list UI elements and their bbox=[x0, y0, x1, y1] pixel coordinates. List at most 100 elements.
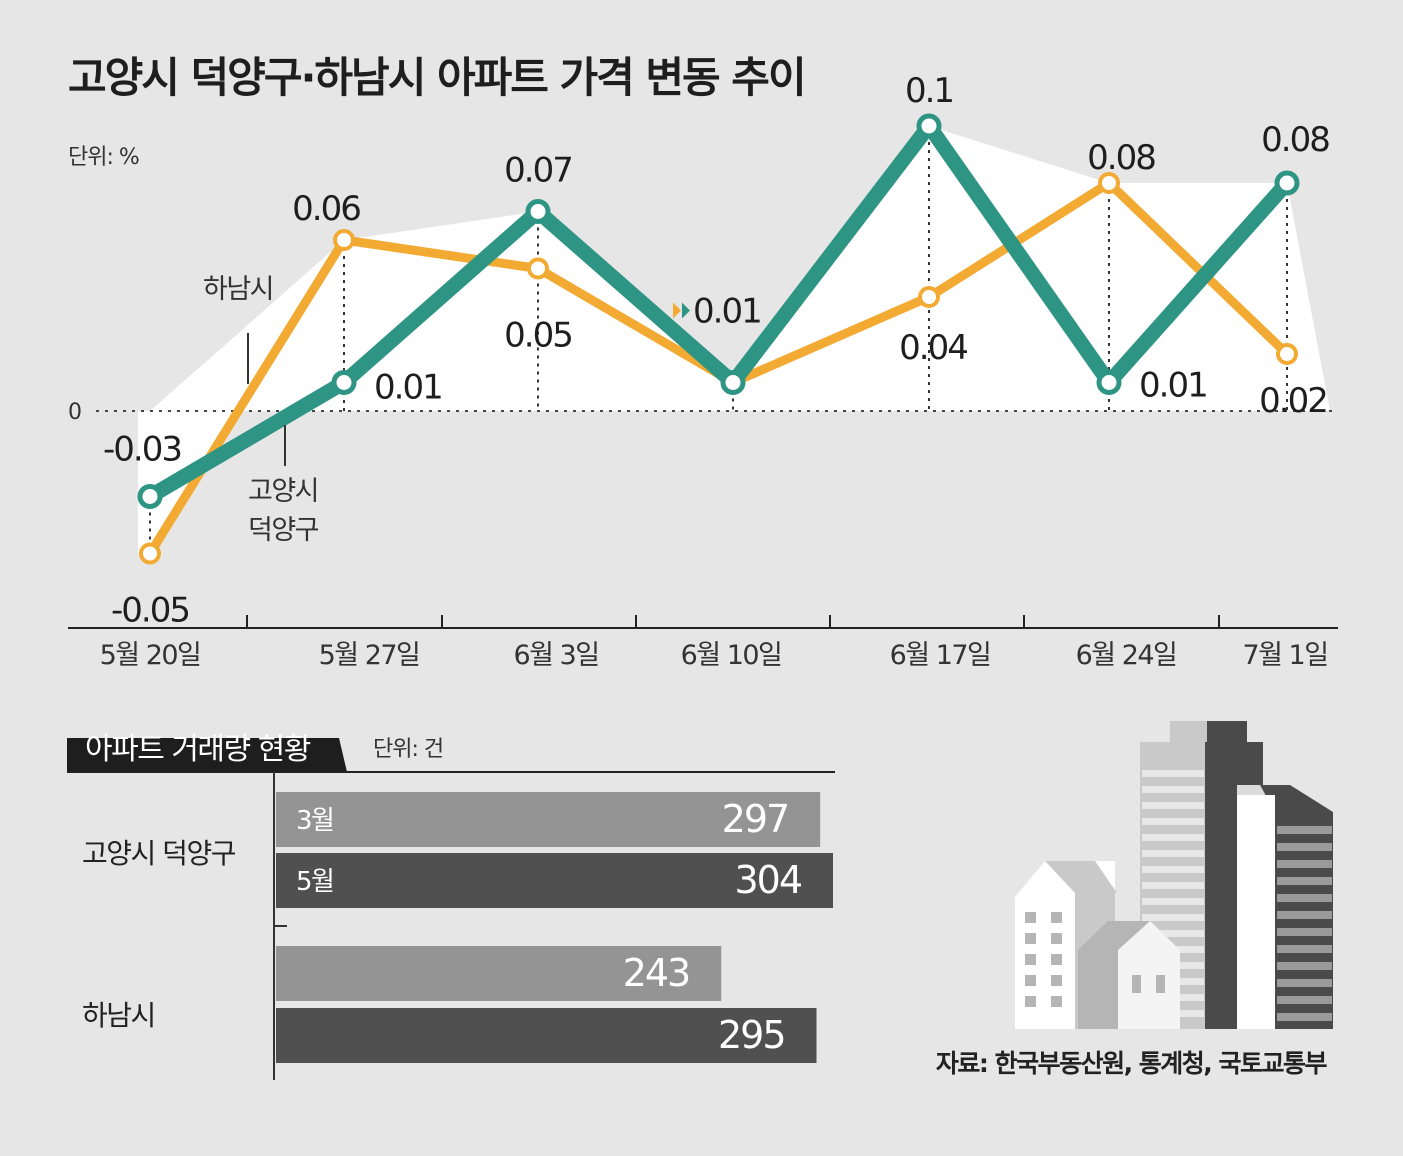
bar-value-label: 297 bbox=[722, 797, 789, 841]
right-building-stripes bbox=[1277, 826, 1332, 1021]
hanam-value-label: 0.04 bbox=[899, 328, 967, 368]
goyang-point bbox=[1274, 170, 1300, 196]
right-building-stripe bbox=[1277, 843, 1332, 851]
x-labels: 5월 20일 5월 27일 6월 3일 6월 10일 6월 17일 6월 24일 7월 1일 bbox=[100, 640, 1329, 671]
tower-stripe bbox=[1142, 930, 1204, 937]
source-note: 자료: 한국부동산원, 통계청, 국토교통부 bbox=[936, 1049, 1328, 1078]
goyang-value-label: 0.01 bbox=[374, 368, 442, 408]
tower-stripe bbox=[1142, 898, 1204, 905]
tower-top-dark bbox=[1207, 721, 1247, 743]
bars: 297 3월 304 5월 243 295 bbox=[276, 792, 833, 1063]
goyang-points bbox=[137, 113, 1300, 509]
hanam-value-label: 0.06 bbox=[292, 189, 360, 229]
tower-top-light bbox=[1170, 721, 1207, 743]
bar-group-label-goyang: 고양시 덕양구 bbox=[82, 837, 236, 870]
right-building-stripe bbox=[1277, 945, 1332, 953]
series-leaders: 하남시 고양시 덕양구 bbox=[203, 274, 320, 546]
tower-stripe bbox=[1142, 866, 1204, 873]
tower-stripe bbox=[1142, 802, 1204, 809]
small-house-window bbox=[1156, 975, 1165, 993]
goyang-value-label: 0.08 bbox=[1261, 120, 1329, 160]
hanam-point bbox=[1276, 343, 1298, 365]
tower-stripe bbox=[1142, 914, 1204, 921]
goyang-point bbox=[525, 199, 551, 224]
right-building-stripe bbox=[1277, 860, 1332, 868]
line-unit-label: 단위: % bbox=[68, 145, 139, 170]
right-building-front bbox=[1237, 795, 1275, 1029]
tower-stripe bbox=[1142, 882, 1204, 889]
zero-label: 0 bbox=[68, 400, 81, 425]
goyang-point bbox=[331, 370, 357, 395]
x-tick-label: 5월 27일 bbox=[319, 640, 420, 671]
small-house-front bbox=[1118, 921, 1180, 1029]
shared-value-label: 0.01 bbox=[693, 292, 761, 332]
hanam-point bbox=[918, 286, 940, 308]
left-house-roof bbox=[1045, 861, 1117, 893]
goyang-value-label: 0.1 bbox=[905, 71, 953, 111]
small-house-window bbox=[1132, 975, 1141, 993]
x-tick-label: 6월 17일 bbox=[890, 640, 991, 671]
house-window bbox=[1051, 954, 1062, 965]
right-building-stripe bbox=[1277, 877, 1332, 885]
hanam-points bbox=[139, 172, 1298, 565]
goyang-point bbox=[916, 113, 942, 139]
x-tick-label: 5월 20일 bbox=[100, 640, 201, 671]
bar-group-label-hanam: 하남시 bbox=[82, 999, 155, 1032]
right-building-stripe bbox=[1277, 1013, 1332, 1021]
goyang-point bbox=[1096, 370, 1122, 395]
right-building-stripe bbox=[1277, 928, 1332, 936]
bar-value-label: 295 bbox=[718, 1013, 785, 1057]
left-house-windows bbox=[1025, 912, 1062, 1007]
tower-stripe bbox=[1142, 786, 1204, 793]
goyang-value-label: 0.01 bbox=[1139, 366, 1207, 406]
x-tick-label: 7월 1일 bbox=[1242, 640, 1327, 671]
house-window bbox=[1025, 912, 1036, 923]
bar bbox=[276, 1008, 817, 1063]
bar-value-label: 243 bbox=[623, 951, 690, 995]
right-building-stripe bbox=[1277, 911, 1332, 919]
tower-stripe bbox=[1142, 770, 1204, 777]
bar bbox=[276, 946, 722, 1001]
x-tick-label: 6월 3일 bbox=[513, 640, 598, 671]
hanam-value-label: 0.05 bbox=[504, 316, 572, 356]
bar bbox=[276, 853, 833, 908]
house-window bbox=[1025, 996, 1036, 1007]
right-building-stripe bbox=[1277, 962, 1332, 970]
hanam-value-label: 0.08 bbox=[1087, 138, 1155, 178]
bar-value-label: 304 bbox=[734, 858, 801, 902]
bar bbox=[276, 792, 821, 847]
hanam-point bbox=[1098, 172, 1120, 194]
goyang-value-label: -0.03 bbox=[103, 430, 181, 470]
goyang-point bbox=[720, 370, 746, 395]
chart-title: 고양시 덕양구·하남시 아파트 가격 변동 추이 bbox=[68, 53, 805, 102]
x-tick-label: 6월 10일 bbox=[681, 640, 782, 671]
bar-chart-title-tab bbox=[67, 738, 347, 772]
buildings-illustration bbox=[1015, 721, 1333, 1029]
tower-stripe bbox=[1142, 834, 1204, 841]
goyang-series-label-line2: 덕양구 bbox=[248, 515, 319, 546]
goyang-value-label: 0.07 bbox=[504, 151, 572, 191]
right-building-stripe bbox=[1277, 996, 1332, 1004]
right-building-stripe bbox=[1277, 826, 1332, 834]
hanam-point bbox=[139, 542, 161, 565]
x-ticks bbox=[246, 615, 1220, 628]
bar-chart-title: 아파트 거래량 현황 bbox=[85, 732, 311, 767]
goyang-point bbox=[137, 484, 163, 509]
hanam-value-label: 0.02 bbox=[1259, 381, 1327, 421]
hanam-marker-arrow bbox=[673, 302, 681, 319]
house-window bbox=[1051, 912, 1062, 923]
house-window bbox=[1025, 954, 1036, 965]
bar-month-label: 5월 bbox=[296, 867, 333, 897]
house-window bbox=[1051, 975, 1062, 986]
bar-month-label: 3월 bbox=[296, 806, 333, 836]
house-window bbox=[1051, 996, 1062, 1007]
x-axis: 5월 20일 5월 27일 6월 3일 6월 10일 6월 17일 6월 24일 7월 1일 bbox=[68, 615, 1338, 671]
tower-stripe bbox=[1142, 850, 1204, 857]
tower-stripe bbox=[1142, 818, 1204, 825]
hanam-point bbox=[333, 229, 355, 251]
line-chart: 0 -0.03 0.01 0.07 0.1 0.01 0.08 -0.05 0.06 0.05 0… bbox=[68, 71, 1338, 671]
goyang-marker-arrow bbox=[682, 302, 690, 319]
house-window bbox=[1025, 933, 1036, 944]
right-building-stripe bbox=[1277, 979, 1332, 987]
